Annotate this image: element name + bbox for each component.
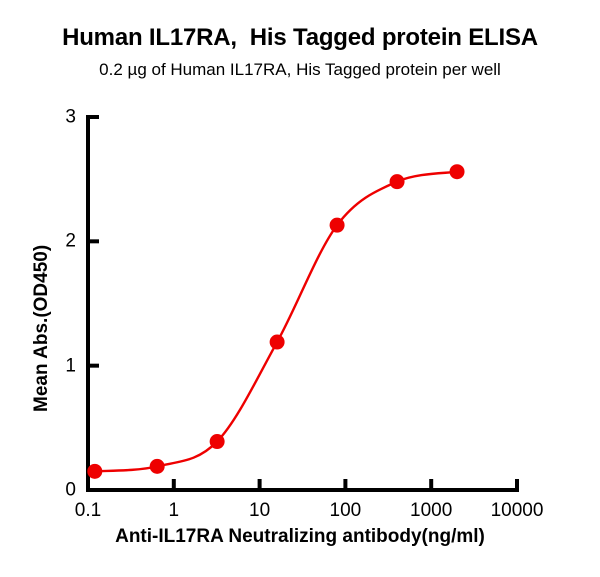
data-point	[149, 458, 165, 474]
data-point	[449, 164, 465, 180]
y-tick-label: 3	[65, 106, 76, 128]
series-line-0	[93, 170, 459, 473]
x-tick-label: 100	[329, 500, 362, 521]
x-tick-label: 1000	[410, 500, 453, 521]
y-tick-label: 2	[65, 230, 76, 252]
x-axis-title: Anti-IL17RA Neutralizing antibody(ng/ml)	[115, 526, 485, 547]
data-point	[209, 434, 225, 450]
chart-title-block: Human IL17RA, His Tagged protein ELISA 0…	[0, 0, 600, 79]
x-tick-label: 10	[249, 500, 271, 521]
x-tick-label: 0.1	[74, 500, 102, 521]
page-title: Human IL17RA, His Tagged protein ELISA	[62, 24, 538, 51]
data-point	[329, 217, 345, 233]
y-tick-label: 0	[65, 479, 76, 501]
data-point	[389, 174, 405, 190]
chart-subtitle: 0.2 µg of Human IL17RA, His Tagged prote…	[99, 60, 501, 79]
data-point	[87, 463, 103, 479]
y-axis-title: Mean Abs.(OD450)	[31, 244, 52, 412]
data-point	[269, 334, 285, 350]
x-tick-label: 1	[168, 500, 180, 521]
x-tick-label: 10000	[490, 500, 544, 521]
y-tick-label: 1	[65, 355, 76, 377]
